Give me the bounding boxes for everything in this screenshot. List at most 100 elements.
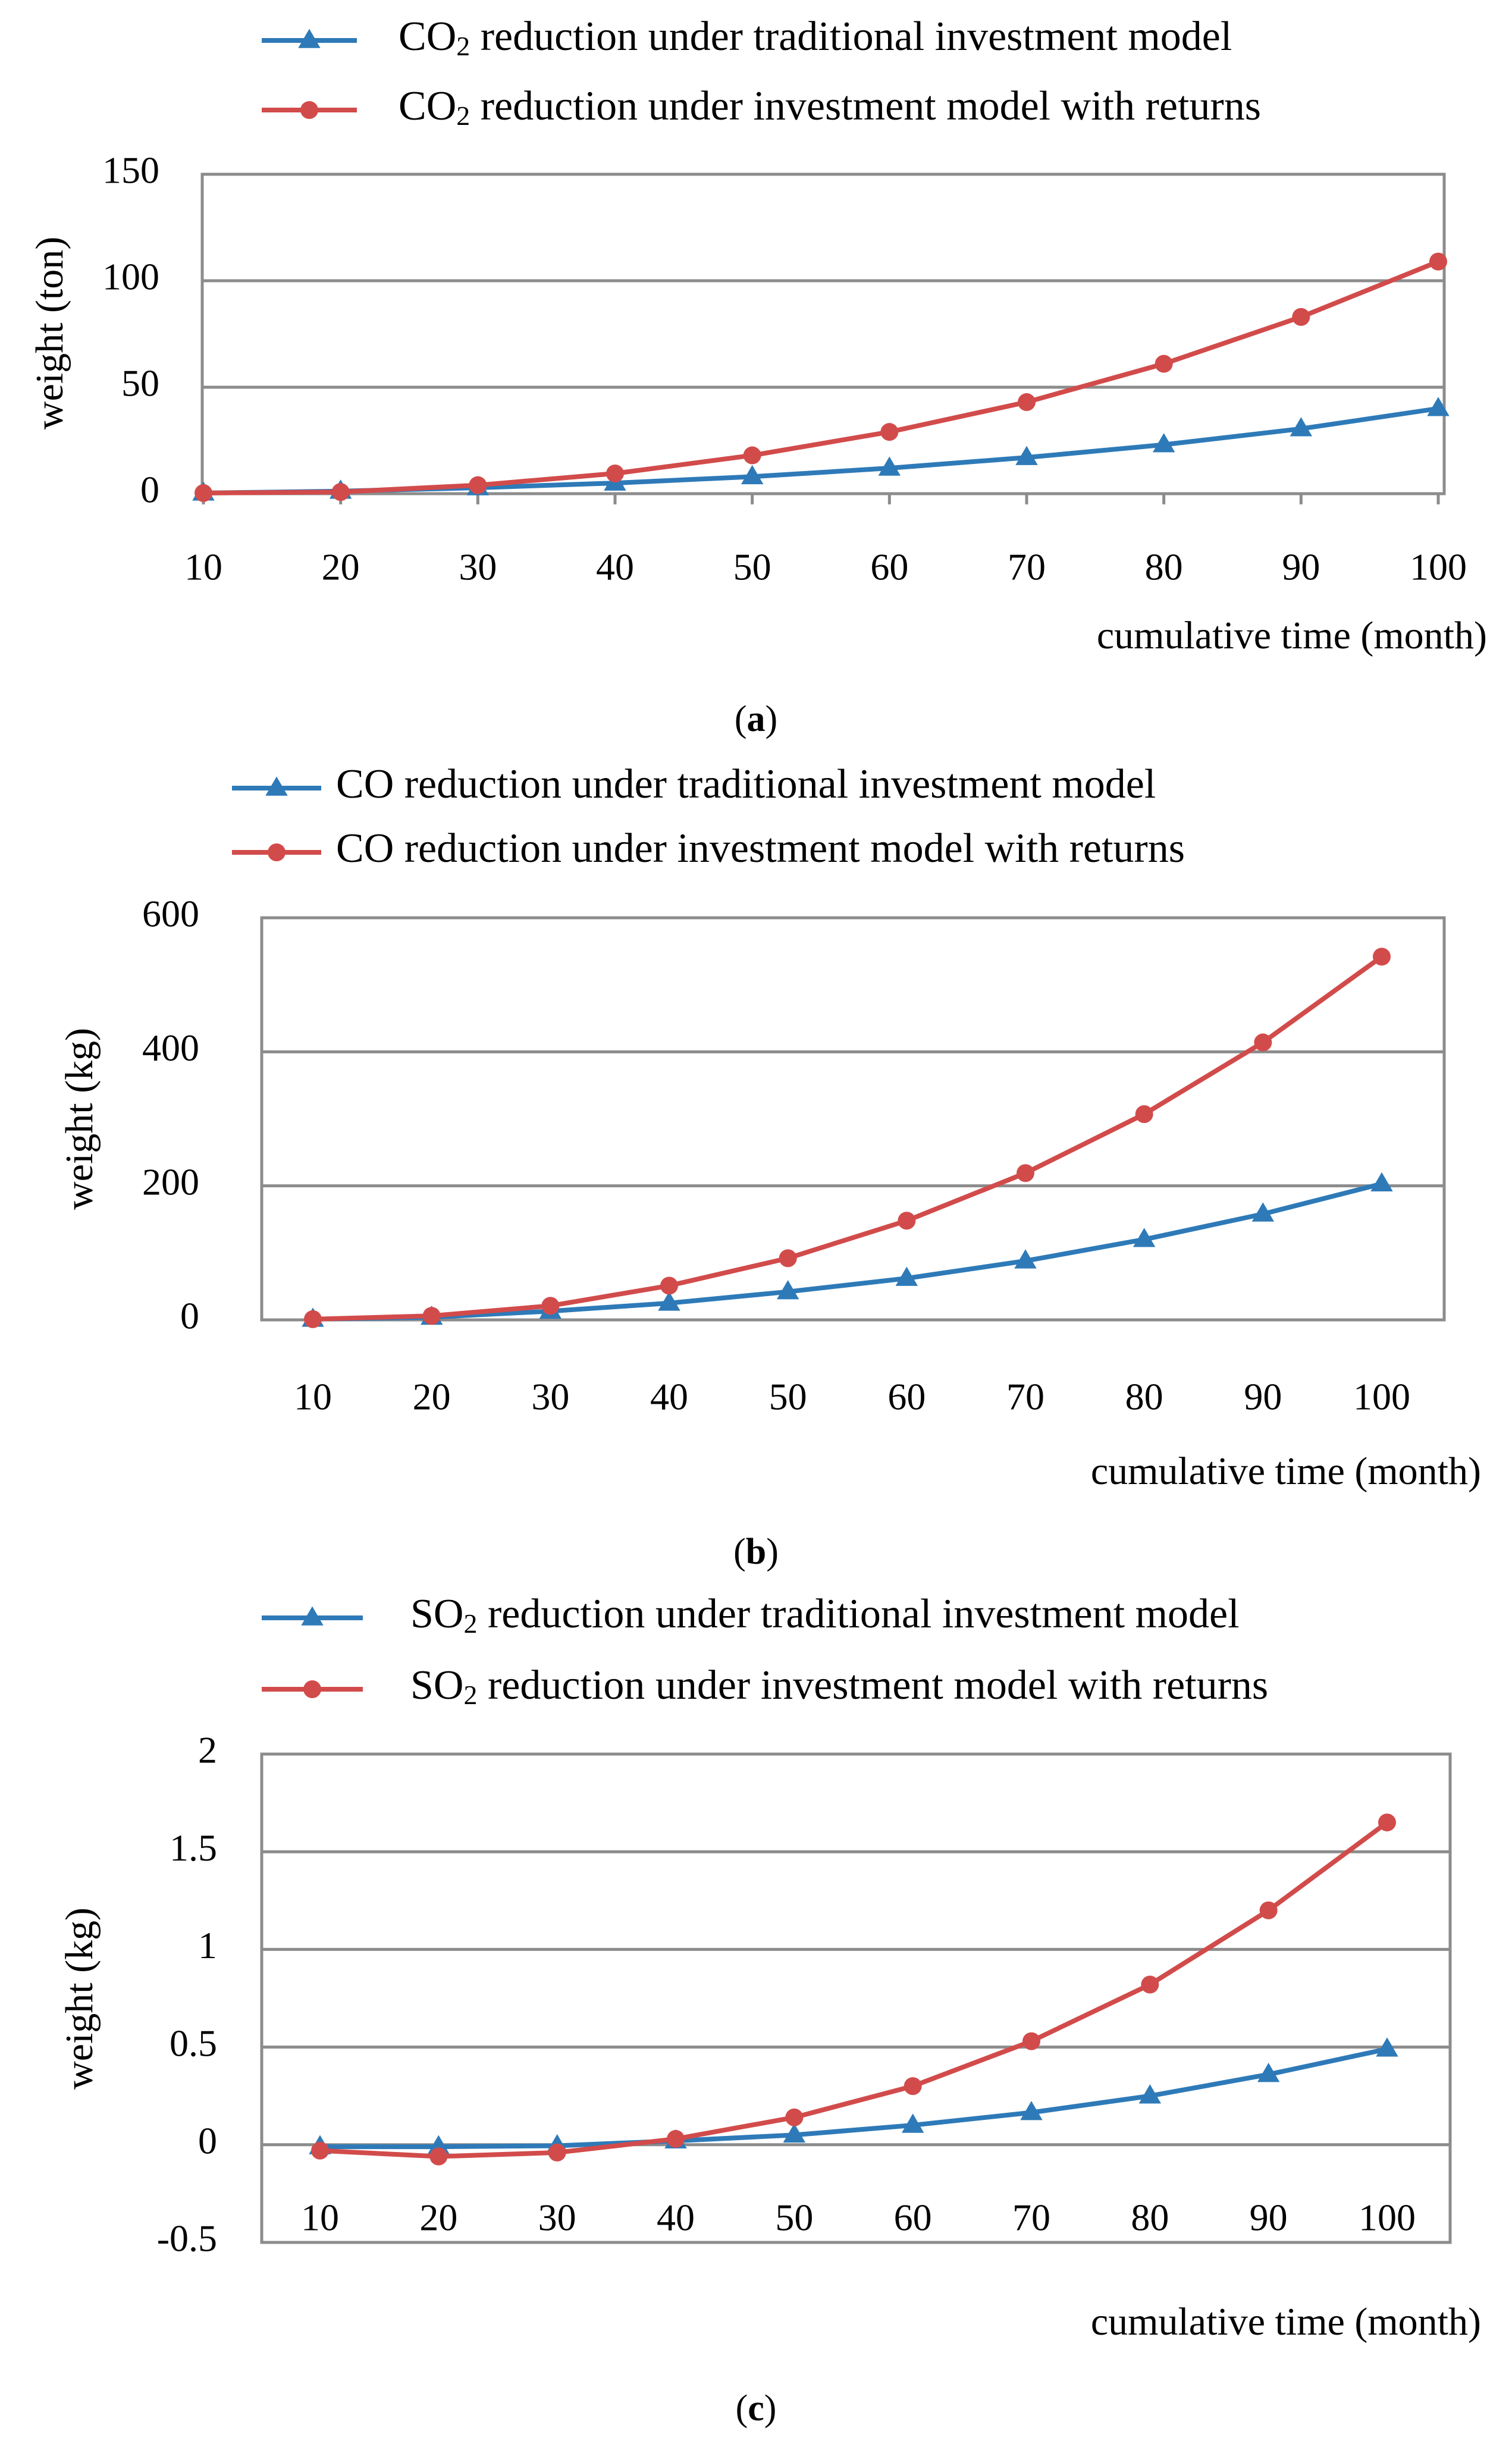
- x-tick-label: 70: [1006, 1376, 1044, 1418]
- plot-area-frame: [260, 916, 1446, 1322]
- data-point-returns: [304, 1310, 322, 1328]
- legend-label-traditional: SO2 reduction under traditional investme…: [410, 1591, 1240, 1639]
- x-tick-label: 60: [894, 2197, 932, 2239]
- legend-label-prefix: CO: [399, 14, 456, 59]
- x-tick-label: 50: [769, 1376, 807, 1418]
- legend-label-subscript: 2: [463, 1680, 477, 1710]
- y-tick-label: 50: [121, 362, 159, 404]
- panel-label-letter: a: [747, 699, 766, 739]
- y-axis-title: weight (kg): [58, 1908, 101, 2090]
- data-point-returns: [541, 1297, 560, 1315]
- data-point-returns: [743, 446, 761, 465]
- chart-panel-c: -0.5 0 0.5 1 1.5 2 10 20 30 40 50 60 70 80 90 100 cumula…: [58, 1591, 1481, 2429]
- data-point-returns: [1254, 1033, 1272, 1052]
- y-tick-label: 0.5: [170, 2022, 217, 2064]
- x-tick-label: 70: [1012, 2197, 1050, 2239]
- chart-panel-b: 0 200 400 600 10 20 30 40 50 60 70 80 90 100 cumulativ…: [58, 761, 1481, 1572]
- y-tick-label: 0: [180, 1295, 199, 1337]
- legend-label-prefix: CO: [336, 761, 394, 807]
- data-point-traditional: [895, 1266, 918, 1286]
- data-point-traditional: [776, 1280, 799, 1300]
- legend-label-prefix: CO: [399, 83, 456, 129]
- x-tick-label: 100: [1410, 546, 1467, 588]
- legend-label-suffix: reduction under investment model with re…: [394, 826, 1185, 871]
- legend-label-returns: SO2 reduction under investment model wit…: [410, 1662, 1268, 1710]
- x-tick-label: 10: [301, 2197, 339, 2239]
- x-tick-label: 20: [322, 546, 360, 588]
- x-tick-label: 100: [1359, 2197, 1416, 2239]
- x-tick-label: 90: [1282, 546, 1320, 588]
- data-point-returns: [422, 1307, 441, 1325]
- data-point-returns: [1135, 1105, 1153, 1124]
- y-axis-title: weight (ton): [28, 237, 71, 429]
- y-tick-label: 0: [198, 2119, 217, 2162]
- x-tick-label: 80: [1125, 1376, 1163, 1418]
- data-point-traditional: [1133, 1228, 1156, 1247]
- data-point-returns: [1292, 308, 1310, 326]
- x-tick-label: 30: [531, 1376, 569, 1418]
- legend-label-traditional: CO reduction under traditional investmen…: [336, 761, 1156, 807]
- legend-marker-traditional: [298, 29, 321, 48]
- data-point-traditional: [1370, 1172, 1393, 1192]
- panel-label: (a): [735, 699, 777, 739]
- legend-label-traditional: CO2 reduction under traditional investme…: [399, 14, 1232, 61]
- panel-label: (b): [733, 1532, 779, 1572]
- x-tick-label: 20: [419, 2197, 457, 2239]
- data-point-returns: [331, 483, 350, 501]
- data-point-returns: [606, 464, 624, 482]
- panel-label-open-paren: (: [733, 1532, 746, 1572]
- series-line-traditional: [318, 2046, 1389, 2150]
- legend-marker-returns: [303, 1680, 321, 1698]
- series-line-traditional: [201, 406, 1441, 495]
- data-point-returns: [1378, 1813, 1396, 1831]
- x-tick-label: 20: [413, 1376, 451, 1418]
- y-tick-label: 1: [198, 1924, 217, 1966]
- x-tick-label: 50: [733, 546, 771, 588]
- x-axis-title: cumulative time (month): [1091, 1450, 1481, 1493]
- data-point-traditional: [1290, 417, 1313, 437]
- legend-label-returns: CO reduction under investment model with…: [336, 826, 1185, 871]
- x-tick-label: 10: [294, 1376, 332, 1418]
- data-point-traditional: [1020, 2101, 1043, 2120]
- data-point-traditional: [901, 2113, 924, 2133]
- legend-label-subscript: 2: [456, 101, 470, 131]
- data-point-traditional: [1251, 1202, 1275, 1222]
- legend-label-prefix: SO: [410, 1591, 463, 1637]
- panel-label-letter: c: [748, 2388, 764, 2429]
- x-tick-label: 90: [1244, 1376, 1282, 1418]
- plot-area-frame: [200, 172, 1446, 495]
- data-point-traditional: [878, 456, 901, 476]
- data-point-traditional: [1376, 2037, 1398, 2057]
- series-line-returns: [318, 1820, 1389, 2159]
- panel-label-close-paren: ): [766, 1532, 779, 1572]
- data-point-traditional: [1014, 1249, 1037, 1269]
- data-point-traditional: [427, 2135, 450, 2154]
- legend-marker-returns: [300, 101, 318, 119]
- x-tick-label: 60: [870, 546, 908, 588]
- data-point-returns: [311, 2141, 329, 2160]
- series-line-traditional: [310, 1181, 1384, 1322]
- data-point-traditional: [1427, 397, 1450, 416]
- panel-label-close-paren: ): [764, 2388, 777, 2429]
- x-tick-label: 70: [1008, 546, 1046, 588]
- x-tick-label: 90: [1250, 2197, 1288, 2239]
- legend-marker-traditional: [301, 1606, 324, 1626]
- data-point-traditional: [783, 2123, 806, 2143]
- plot-area-frame: [260, 1752, 1452, 2244]
- x-axis-title: cumulative time (month): [1097, 614, 1487, 657]
- legend-marker-returns: [268, 843, 286, 861]
- x-tick-label: 40: [596, 546, 634, 588]
- y-tick-label: 2: [198, 1729, 217, 1771]
- data-point-returns: [660, 1276, 678, 1295]
- data-point-returns: [1018, 393, 1036, 412]
- data-point-returns: [195, 484, 212, 502]
- data-point-returns: [904, 2077, 922, 2095]
- legend-label-suffix: reduction under investment model with re…: [470, 83, 1261, 129]
- legend-label-suffix: reduction under investment model with re…: [477, 1662, 1268, 1708]
- legend-label-returns: CO2 reduction under investment model wit…: [399, 83, 1261, 131]
- y-tick-label: 600: [142, 893, 199, 935]
- y-tick-label: 100: [102, 256, 159, 298]
- data-point-returns: [1017, 1164, 1034, 1182]
- panel-label-letter: b: [746, 1532, 766, 1572]
